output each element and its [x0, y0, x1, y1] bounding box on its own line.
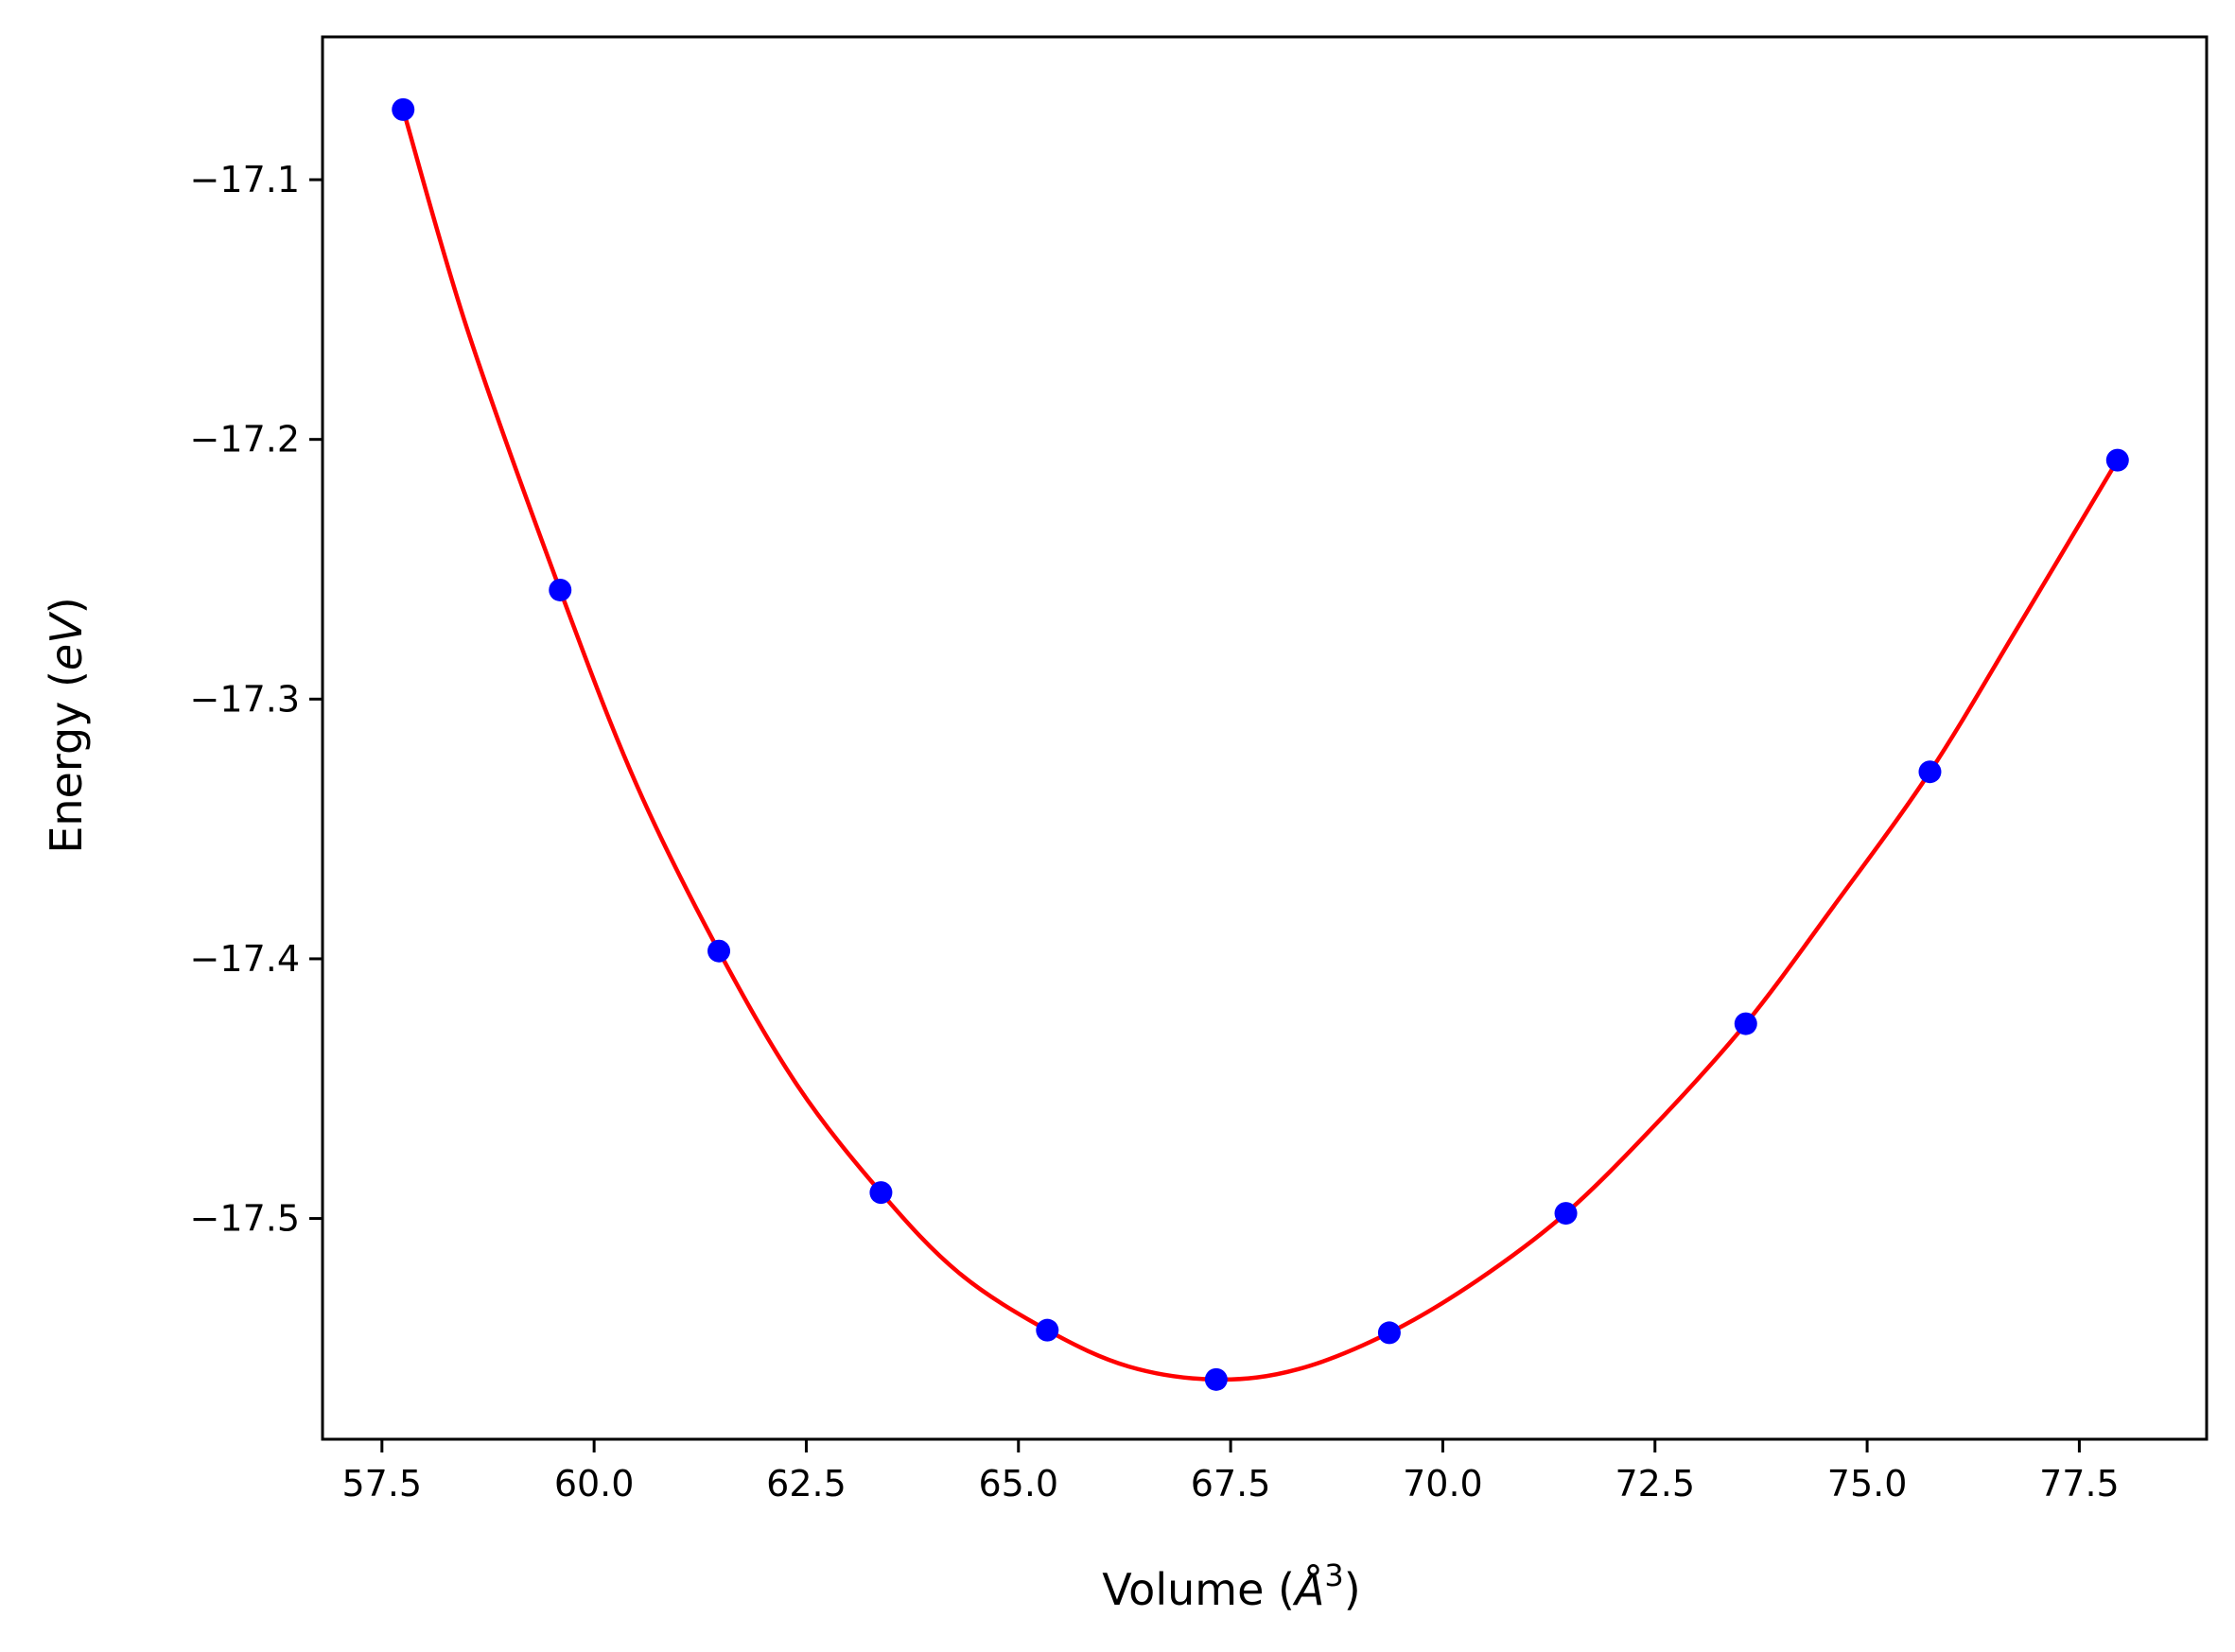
- x-tick-label: 65.0: [978, 1463, 1058, 1504]
- data-point: [2105, 448, 2129, 472]
- x-axis-label-suffix: ): [1344, 1564, 1361, 1615]
- plot-area: [392, 97, 2129, 1391]
- data-point: [707, 939, 731, 963]
- y-axis-label-prefix: Energy (: [41, 670, 92, 854]
- x-tick-label: 75.0: [1827, 1463, 1908, 1504]
- y-tick-label: −17.1: [190, 159, 300, 200]
- x-axis-label-exponent: 3: [1324, 1557, 1343, 1593]
- data-point: [549, 578, 572, 601]
- x-tick-label: 57.5: [342, 1463, 423, 1504]
- data-point: [1204, 1367, 1228, 1391]
- x-axis-label-prefix: Volume (: [1102, 1564, 1295, 1615]
- x-tick-label: 60.0: [554, 1463, 635, 1504]
- y-axis-ticks: −17.1 −17.2 −17.3 −17.4 −17.5: [190, 159, 323, 1240]
- data-point: [1377, 1321, 1401, 1345]
- y-tick-label: −17.3: [190, 678, 300, 720]
- data-point: [392, 97, 415, 121]
- x-tick-label: 62.5: [766, 1463, 847, 1504]
- y-tick-label: −17.5: [190, 1198, 300, 1240]
- y-axis-label-unit: eV: [41, 611, 92, 670]
- data-point: [1734, 1012, 1757, 1035]
- x-tick-label: 72.5: [1615, 1463, 1695, 1504]
- x-axis-label: Volume (Å3): [1102, 1557, 1360, 1615]
- x-axis-ticks: 57.5 60.0 62.5 65.0 67.5 70.0 72.5 75.0 77.5: [342, 1439, 2120, 1504]
- y-axis-label-suffix: ): [41, 597, 92, 614]
- x-axis-label-symbol: Å: [1292, 1564, 1324, 1615]
- data-point: [869, 1181, 893, 1205]
- y-tick-label: −17.2: [190, 419, 300, 461]
- y-axis-label: Energy (eV): [41, 597, 92, 853]
- y-tick-label: −17.4: [190, 938, 300, 980]
- data-point: [1918, 760, 1942, 784]
- x-tick-label: 70.0: [1403, 1463, 1483, 1504]
- data-point: [1554, 1202, 1578, 1226]
- data-point: [1036, 1318, 1059, 1342]
- x-tick-label: 77.5: [2039, 1463, 2120, 1504]
- fit-curve-line: [401, 109, 2120, 1382]
- plot-frame: [321, 35, 2209, 1441]
- x-tick-label: 67.5: [1191, 1463, 1271, 1504]
